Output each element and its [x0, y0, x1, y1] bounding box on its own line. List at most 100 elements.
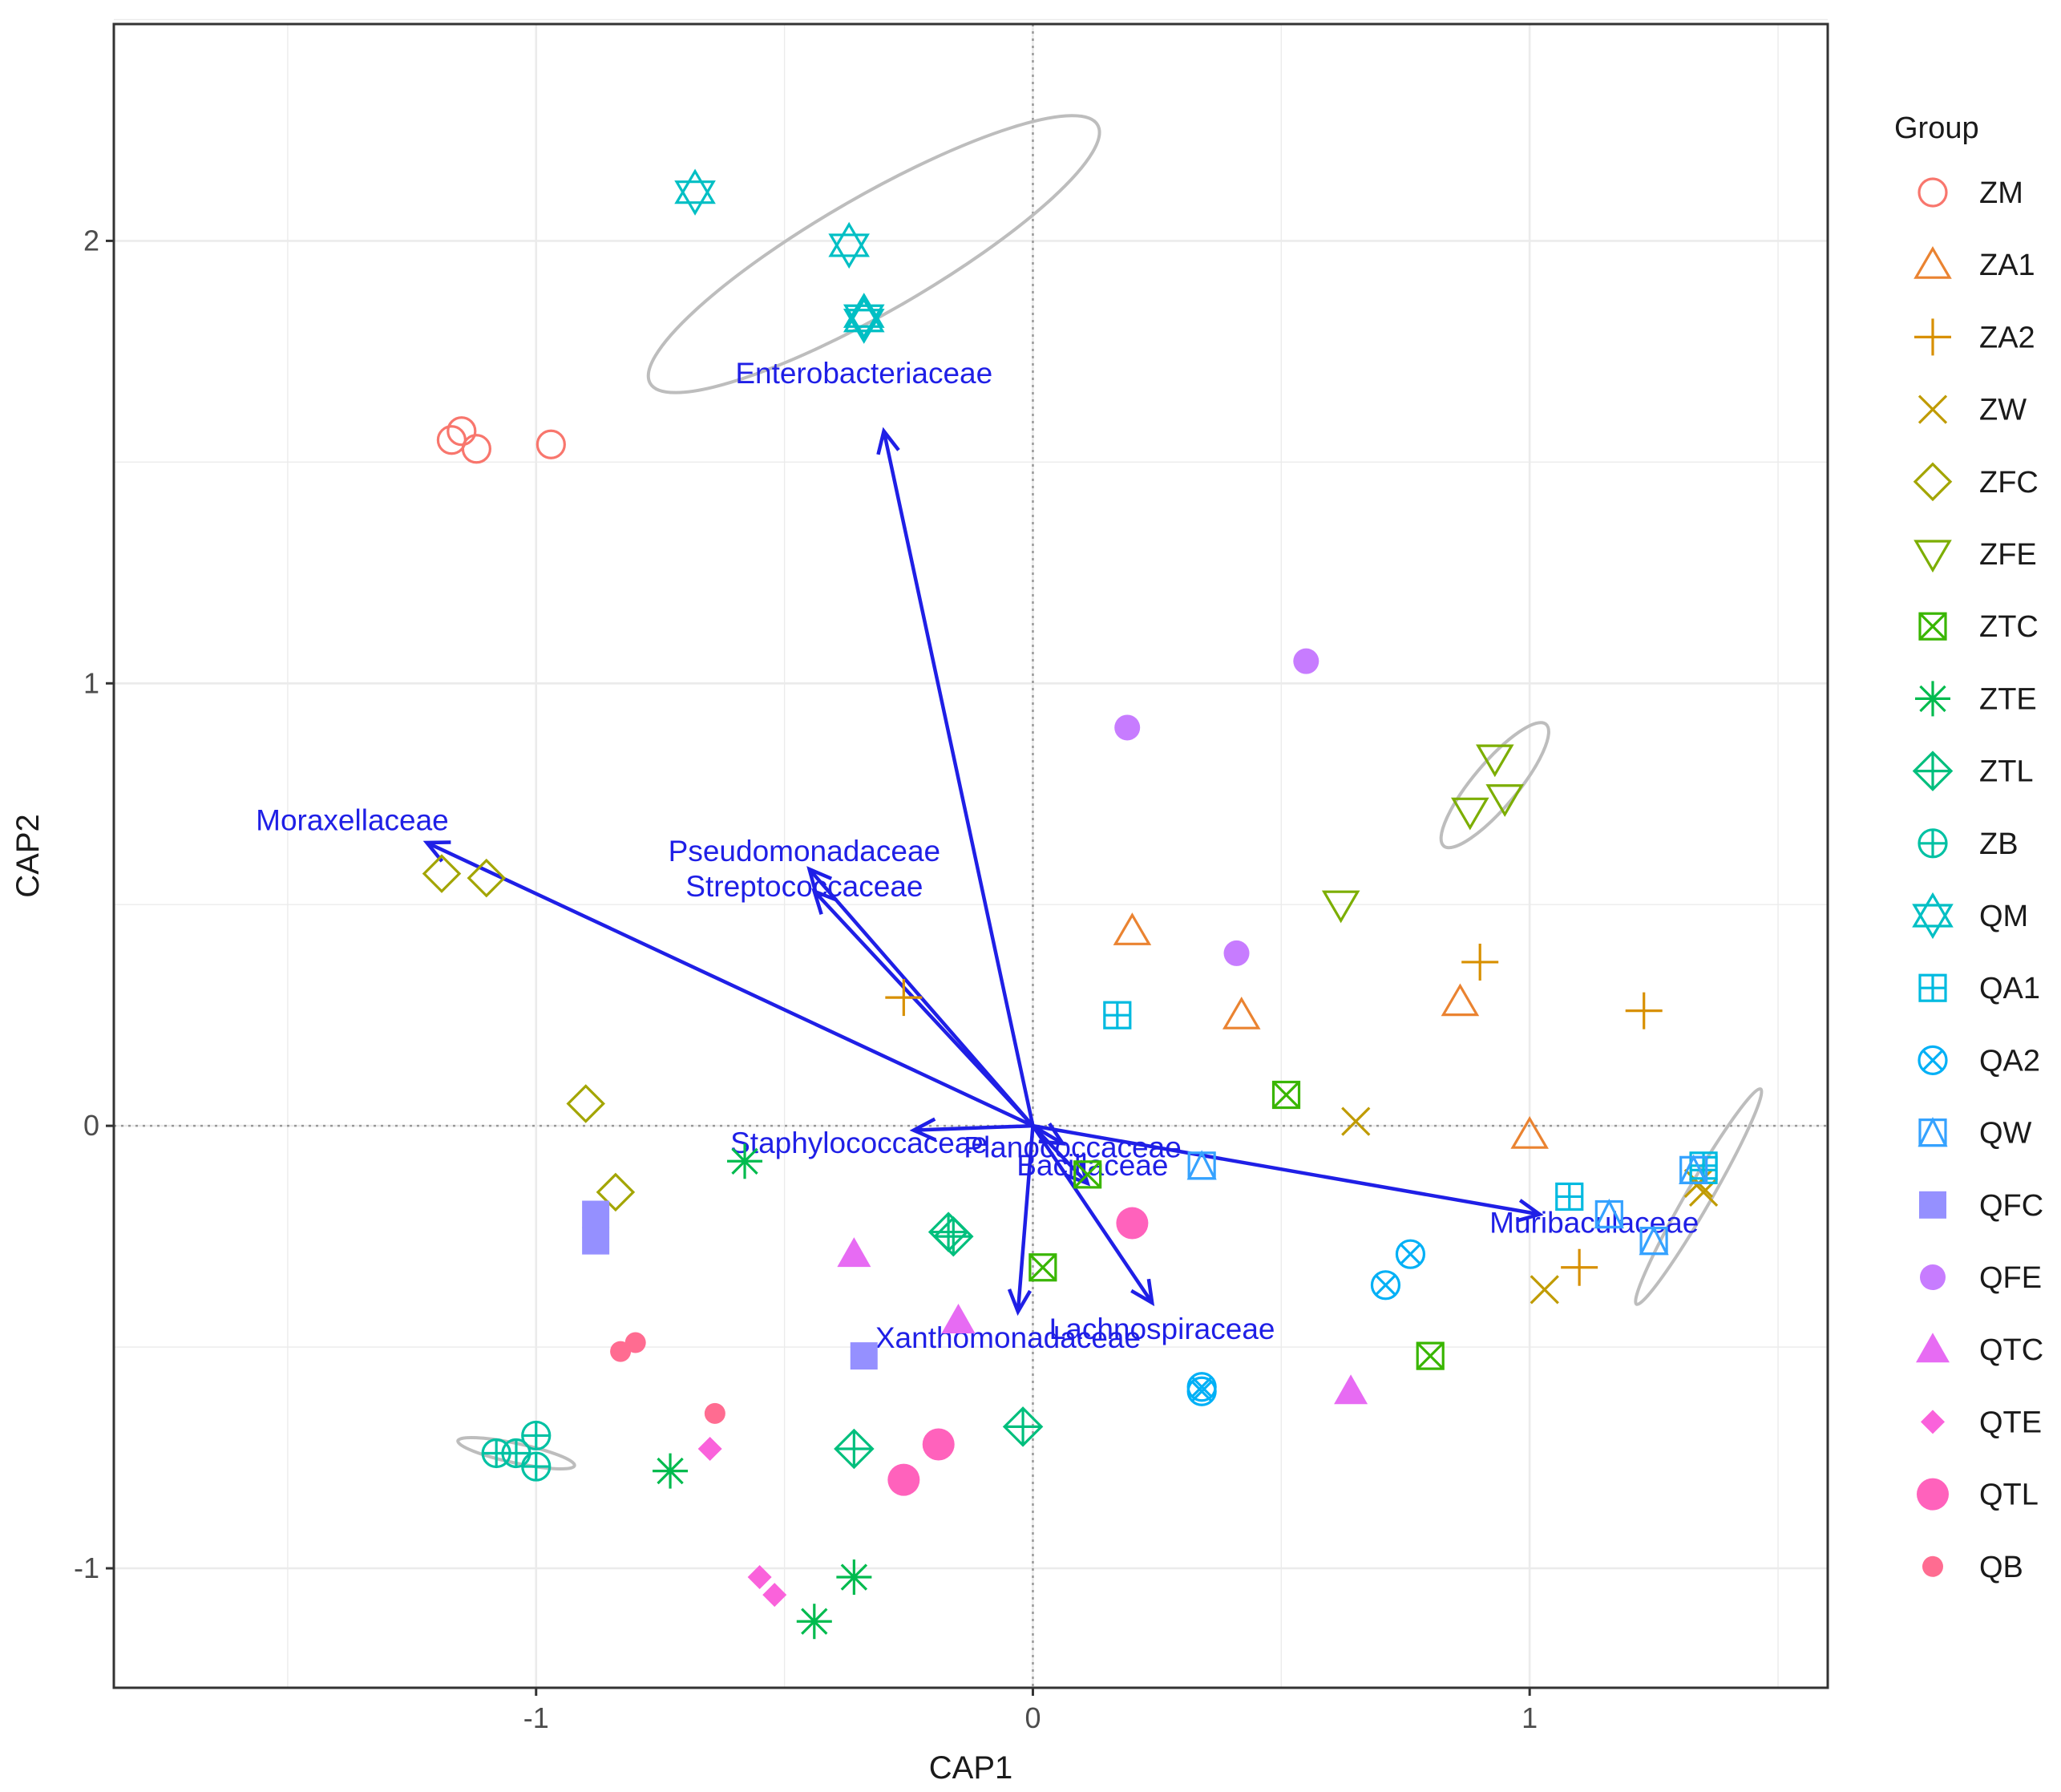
- panel-border: [112, 22, 1829, 1689]
- point-qte: [747, 1565, 772, 1590]
- point-ztl: [1002, 1406, 1044, 1447]
- point-qfc: [582, 1227, 610, 1255]
- vector-label-bacillaceae: Bacillaceae: [1016, 1149, 1168, 1182]
- legend-item-ztl: ZTL: [1912, 750, 2034, 791]
- point-za1: [1441, 983, 1480, 1017]
- legend-item-qa2: QA2: [1918, 1044, 2040, 1078]
- point-zte: [727, 1143, 763, 1179]
- legend-key-zw: [1918, 394, 1948, 424]
- vector-label-enterobacteriaceae: Enterobacteriaceae: [735, 357, 992, 390]
- legend-key-qa1: [1918, 973, 1947, 1002]
- legend-item-zm: ZM: [1918, 176, 2023, 210]
- legend-key-qtc: [1916, 1333, 1950, 1363]
- point-zm: [461, 434, 491, 464]
- ellipse-zb: [456, 1436, 576, 1471]
- point-zfe: [1451, 797, 1489, 831]
- point-za2: [1625, 992, 1663, 1029]
- ellipse-zfe: [1439, 721, 1550, 850]
- vector-label-lachnospiraceae: Lachnospiraceae: [1049, 1313, 1275, 1345]
- legend-item-zw: ZW: [1918, 394, 2027, 427]
- legend-key-qte: [1921, 1410, 1945, 1434]
- legend-label-qfc: QFC: [1979, 1189, 2043, 1223]
- point-qb: [610, 1341, 632, 1362]
- legend-key-za1: [1913, 246, 1952, 279]
- point-za1: [1510, 1115, 1549, 1149]
- legend-key-qa2: [1918, 1045, 1948, 1076]
- legend-label-zfc: ZFC: [1979, 466, 2039, 500]
- legend-label-zm: ZM: [1979, 176, 2023, 210]
- legend-key-za2: [1914, 318, 1951, 356]
- point-ztl: [933, 1216, 974, 1257]
- legend-item-zfe: ZFE: [1913, 538, 2037, 573]
- point-qm: [674, 168, 716, 216]
- vector-muribaculaceae: [1033, 1123, 1540, 1216]
- legend-key-qm: [1912, 892, 1954, 940]
- x-tick-label: 0: [1024, 1701, 1041, 1734]
- point-zte: [653, 1453, 689, 1489]
- y-tick-label: -1: [74, 1551, 99, 1584]
- legend-label-qte: QTE: [1979, 1406, 2042, 1439]
- y-tick-label: 2: [83, 224, 99, 257]
- arrowhead-lachnospiraceae: [1130, 1278, 1155, 1307]
- legend-key-zm: [1918, 177, 1948, 208]
- point-qm: [843, 293, 885, 340]
- legend-item-zte: ZTE: [1915, 681, 2037, 717]
- vector-label-muribaculaceae: Muribaculaceae: [1489, 1207, 1699, 1240]
- ellipse-qw: [1634, 1087, 1764, 1306]
- legend-key-ztc: [1918, 612, 1947, 641]
- point-qtl: [1116, 1207, 1149, 1240]
- point-za1: [1113, 912, 1152, 945]
- point-zfe: [1321, 890, 1360, 924]
- legend-label-zb: ZB: [1979, 827, 2019, 861]
- point-ztc: [1416, 1341, 1445, 1370]
- x-tick-label: 1: [1522, 1701, 1538, 1734]
- arrowhead-pseudomonadaceae: [806, 866, 833, 893]
- point-qtc: [1334, 1374, 1368, 1405]
- legend-label-zw: ZW: [1979, 394, 2027, 427]
- point-ztl: [834, 1428, 875, 1470]
- point-qfe: [1293, 648, 1319, 674]
- arrowhead-enterobacteriaceae: [876, 427, 900, 455]
- legend-label-qb: QB: [1979, 1551, 2023, 1584]
- legend-key-zfe: [1913, 540, 1952, 573]
- legend: Group ZM ZA1 ZA2 ZW ZFC ZFE ZTC ZTE ZTL ZB QM QA1 QA…: [1894, 111, 2043, 1584]
- legend-key-qtl: [1917, 1478, 1949, 1511]
- legend-label-qw: QW: [1979, 1117, 2032, 1151]
- point-zfe: [1476, 744, 1514, 778]
- legend-item-za2: ZA2: [1914, 318, 2035, 356]
- point-qtc: [837, 1237, 871, 1268]
- point-ztc: [1028, 1253, 1057, 1282]
- point-zfc: [422, 854, 462, 893]
- point-zfe: [1485, 784, 1524, 817]
- point-qw: [1594, 1198, 1624, 1229]
- point-zfc: [467, 858, 507, 898]
- point-zm: [535, 429, 566, 459]
- vector-enterobacteriaceae: [882, 431, 1035, 1127]
- legend-key-zb: [1918, 828, 1948, 859]
- legend-item-qfc: QFC: [1919, 1189, 2043, 1223]
- confidence-ellipses: [456, 114, 1764, 1471]
- point-qfc: [850, 1342, 878, 1370]
- point-zfc: [596, 1172, 636, 1212]
- vector-streptococcaceae: [813, 890, 1035, 1127]
- legend-item-qa1: QA1: [1918, 972, 2040, 1005]
- point-za2: [885, 979, 923, 1017]
- legend-item-qw: QW: [1918, 1117, 2032, 1151]
- legend-label-qm: QM: [1979, 900, 2028, 933]
- legend-item-qtl: QTL: [1917, 1478, 2039, 1512]
- point-zb: [521, 1451, 552, 1482]
- point-qa1: [1103, 1001, 1132, 1029]
- legend-item-zfc: ZFC: [1913, 462, 2039, 502]
- point-qa1: [1555, 1182, 1584, 1212]
- point-zfc: [566, 1084, 605, 1123]
- legend-label-ztl: ZTL: [1979, 755, 2034, 789]
- point-qfe: [1223, 940, 1250, 966]
- legend-key-qfc: [1919, 1191, 1946, 1219]
- point-qa2: [1395, 1239, 1426, 1269]
- point-zte: [796, 1604, 832, 1640]
- arrowhead-muribaculaceae: [1516, 1199, 1544, 1223]
- legend-key-zfc: [1913, 462, 1953, 502]
- point-zm: [447, 416, 477, 447]
- legend-label-qa1: QA1: [1979, 972, 2040, 1005]
- x-tick-label: -1: [523, 1701, 549, 1734]
